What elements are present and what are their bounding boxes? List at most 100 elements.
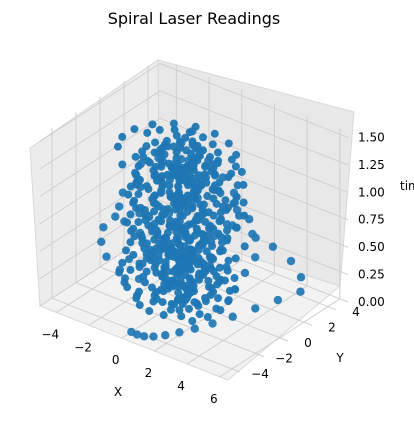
scatter-point [162,274,171,283]
scatter-point [151,138,160,147]
scatter-point [169,119,178,128]
scatter-point [199,200,208,209]
scatter-point [237,167,246,176]
scatter-point [126,210,135,219]
scatter-point [182,222,191,231]
scatter-point [209,194,218,203]
scatter-point [200,170,209,179]
scatter-point [167,299,176,308]
scatter-point [120,278,129,287]
x-axis-label: X [114,385,122,399]
z-tick-label: 0.25 [358,268,385,282]
scatter-point [232,223,241,232]
scatter-point [118,258,127,267]
z-tick-label: 0.50 [358,240,385,254]
scatter-point [209,287,218,296]
scatter-point [139,332,149,341]
scatter-point [157,186,166,195]
chart-title: Spiral Laser Readings [108,9,281,28]
scatter-point [142,182,151,191]
scatter-point [251,253,260,262]
scatter-point [208,319,217,328]
scatter-point [176,276,185,285]
scatter-point [213,148,222,157]
scatter-point [218,202,227,211]
scatter-point [203,313,212,322]
scatter-point [205,231,214,240]
scatter-point [189,166,198,175]
scatter-point [161,257,170,266]
scatter-point [231,285,240,294]
y-axis-label: Y [335,351,344,365]
scatter-point [183,252,192,261]
scatter-point [224,173,233,182]
scatter-point [208,140,217,149]
scatter-point [228,312,237,321]
scatter-point [212,272,221,281]
x-tick-label: 4 [177,379,185,393]
scatter-point [199,230,208,239]
scatter-point [224,296,233,305]
scatter-point [157,154,166,163]
scatter-point [130,125,139,134]
scatter-point [178,211,187,220]
y-gridline [75,282,265,358]
scatter-point [99,223,108,232]
scatter-point [129,250,138,259]
scatter-point [146,245,155,254]
scatter-point [152,225,161,234]
scatter-point [161,331,170,340]
z-gridline [159,63,349,138]
scatter-point [222,262,231,271]
x-tick-label: −4 [41,327,59,341]
scatter-point [296,287,305,296]
scatter-point [168,276,177,285]
scatter-point [273,295,283,305]
scatter-point [188,137,197,146]
scatter-point [296,273,306,282]
scatter-point [240,268,250,278]
scatter-point [97,237,106,246]
x-tick-label: 2 [145,366,153,380]
scatter-point [198,133,207,142]
scatter-point [175,306,184,315]
scatter-point [127,227,136,236]
scatter-point [184,236,193,245]
z-tick-label: 0.75 [358,213,385,227]
scatter-point [167,170,176,179]
scatter-point [151,199,160,208]
scatter-point [143,128,152,137]
z-tick-label: 1.50 [358,130,385,144]
scatter-point [102,252,111,261]
scatter-point [172,131,181,140]
scatter-point [213,280,222,289]
scatter-point [178,300,187,309]
scatter-point [154,251,163,260]
scatter-point [209,164,218,173]
scatter-point [212,304,221,313]
scatter-point [214,186,223,195]
scatter-point [231,162,240,171]
scatter-point [171,205,180,214]
z-gridline [159,90,349,166]
scatter-point [188,202,197,211]
scatter-point [138,234,147,243]
scatter-point [149,332,158,341]
z-gridline [39,117,161,197]
scatter-point [148,120,157,129]
scatter-point [118,132,127,141]
scatter-point [129,198,138,207]
scatter-point [215,263,224,272]
scatter-point [176,223,185,232]
scatter-point [140,278,149,287]
scatter-point [175,328,184,337]
scatter-point [201,162,210,171]
scatter-point [185,304,194,313]
y-tick-label: −4 [251,367,269,381]
scatter-point [185,275,194,284]
scatter-point [201,293,210,302]
scatter-point [132,294,141,303]
scatter-point [240,211,249,220]
scatter-point [204,276,213,285]
